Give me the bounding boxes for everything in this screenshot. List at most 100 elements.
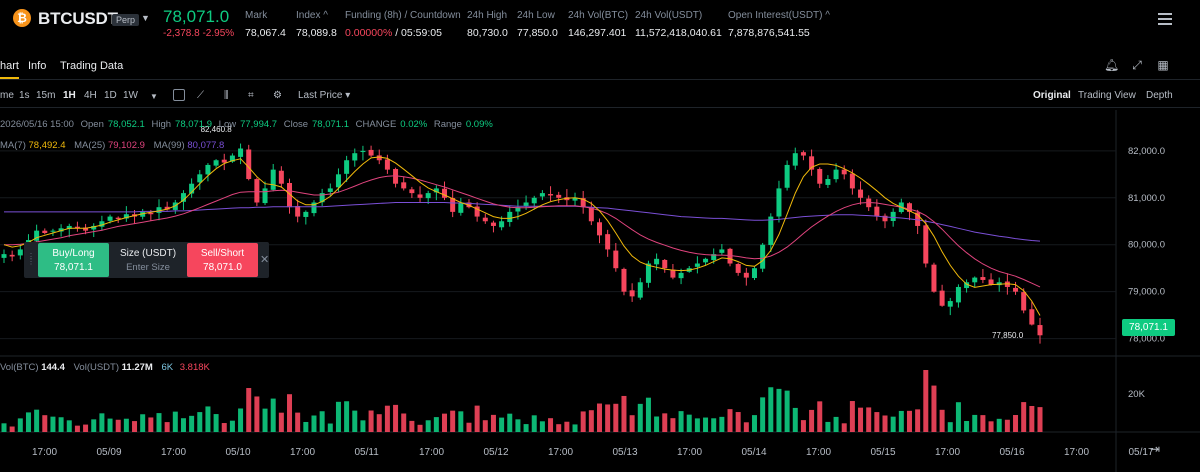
candle-type-icon[interactable]: ⫼	[224, 90, 229, 101]
interval-4h[interactable]: 4H	[84, 90, 97, 101]
change-value: 0.02%	[400, 119, 428, 130]
volume-bar	[580, 411, 586, 432]
candle-body	[229, 155, 235, 162]
volume-bar	[164, 422, 170, 432]
menu-icon[interactable]	[1158, 13, 1172, 27]
volume-bar	[205, 406, 211, 432]
settings-icon[interactable]: ⚙︎	[273, 90, 282, 101]
drawing-tools-icon[interactable]: ⌗	[248, 90, 254, 101]
view-original[interactable]: Original	[1033, 90, 1071, 101]
volume-bar	[303, 421, 309, 432]
stat-label: 24h Vol(USDT)	[635, 10, 703, 21]
scale-toggle-icon[interactable]: ⇥	[1149, 442, 1161, 456]
stat-value: 0.00000% / 05:59:05	[345, 27, 461, 39]
interval-1s[interactable]: 1s	[19, 90, 30, 101]
candle-body	[295, 205, 301, 217]
bell-icon[interactable]: 🔔︎	[1104, 58, 1120, 72]
volume-bar	[784, 390, 790, 432]
interval-time[interactable]: me	[0, 90, 14, 101]
interval-1h[interactable]: 1H	[63, 90, 76, 101]
close-icon[interactable]: ✕	[260, 254, 270, 266]
stat-funding: Funding (8h) / Countdown 0.00000% / 05:5…	[345, 10, 461, 39]
interval-1d[interactable]: 1D	[104, 90, 117, 101]
candlestick-chart[interactable]: 82,000.0 81,000.0 80,000.0 79,000.0 78,000.0…	[0, 110, 1200, 472]
ma25-line	[4, 175, 1041, 288]
candle-body	[964, 282, 970, 289]
interval-dropdown-icon[interactable]: ▼	[150, 92, 158, 101]
last-price: 78,071.0	[163, 7, 230, 26]
volume-bar	[800, 420, 806, 432]
candle-body	[368, 149, 374, 156]
volume-bar	[890, 416, 896, 432]
ma99-label: MA(99)	[153, 140, 185, 151]
buy-label: Buy/Long	[52, 248, 95, 259]
sell-short-button[interactable]: Sell/Short 78,071.0	[187, 243, 258, 277]
candle-body	[262, 188, 268, 204]
volume-bar	[197, 412, 203, 432]
candle-body	[572, 197, 578, 201]
volume-bar	[874, 412, 880, 432]
size-input[interactable]	[115, 262, 181, 273]
volume-bar	[238, 408, 244, 432]
volume-bar	[955, 402, 961, 432]
volume-bar	[360, 420, 366, 432]
volume-bar	[213, 414, 219, 432]
candle-body	[1013, 287, 1019, 292]
candle-body	[335, 174, 341, 188]
volume-bar	[17, 418, 23, 432]
price-change: -2,378.8 -2.95%	[163, 28, 235, 39]
volume-bar	[719, 416, 725, 432]
volume-bar	[841, 423, 847, 432]
candle-body	[613, 250, 619, 269]
tab-chart[interactable]: hart	[0, 60, 19, 79]
candle-body	[107, 216, 113, 221]
volume-bar	[727, 409, 733, 432]
candle-body	[499, 221, 505, 228]
interval-1w[interactable]: 1W	[123, 90, 138, 101]
volume-bar	[760, 397, 766, 432]
candle-body	[221, 159, 227, 163]
drag-handle-icon[interactable]: ⋮ ⋮	[27, 252, 35, 266]
volume-bar	[376, 414, 382, 432]
candle-body	[662, 259, 668, 269]
high-label: High	[151, 119, 172, 130]
volume-bar	[319, 411, 325, 432]
symbol-name[interactable]: BTCUSDT	[38, 9, 118, 28]
candle-body	[311, 202, 317, 214]
btc-coin-icon: ₿	[13, 9, 31, 27]
candle-body	[809, 156, 815, 170]
sell-price: 78,071.0	[203, 262, 242, 273]
stat-label: Mark	[245, 10, 268, 21]
layout-grid-icon[interactable]: ▦	[1157, 58, 1169, 72]
candle-body	[50, 230, 56, 232]
candle-body	[246, 149, 252, 180]
expand-icon[interactable]: ⤢	[1132, 58, 1142, 72]
tab-trading-data[interactable]: Trading Data	[60, 60, 124, 72]
volume-bar	[654, 416, 660, 432]
candle-body	[906, 203, 912, 212]
volume-bar	[572, 424, 578, 432]
quick-order-panel: ⋮⋮ Buy/Long 78,071.1 Size (USDT) Sell/Sh…	[24, 242, 269, 278]
interval-15m[interactable]: 15m	[36, 90, 56, 101]
buy-long-button[interactable]: Buy/Long 78,071.1	[38, 243, 109, 277]
price-type-dropdown[interactable]: Last Price ▾	[298, 90, 351, 101]
candle-body	[507, 211, 513, 223]
stat-index[interactable]: Index ^ 78,089.8	[296, 10, 337, 39]
candle-body	[384, 159, 390, 170]
volume-bar	[972, 414, 978, 432]
x-tick-label: 05/10	[226, 447, 251, 458]
tab-info[interactable]: Info	[28, 60, 47, 72]
ma7-label: MA(7)	[0, 140, 26, 151]
stat-value: 7,878,876,541.55	[728, 27, 810, 39]
volume-bar	[180, 418, 186, 432]
stat-open-interest[interactable]: Open Interest(USDT) ^ 7,878,876,541.55	[728, 10, 830, 39]
caret-down-icon[interactable]: ▼	[141, 13, 150, 23]
volume-bar	[425, 420, 431, 432]
candle-body	[83, 227, 89, 231]
calendar-icon[interactable]	[173, 89, 185, 101]
volume-bar	[99, 413, 105, 432]
candle-body	[180, 193, 186, 202]
indicator-icon[interactable]: ⟋	[197, 90, 204, 101]
view-depth[interactable]: Depth	[1146, 90, 1173, 101]
view-trading-view[interactable]: Trading View	[1078, 90, 1136, 101]
